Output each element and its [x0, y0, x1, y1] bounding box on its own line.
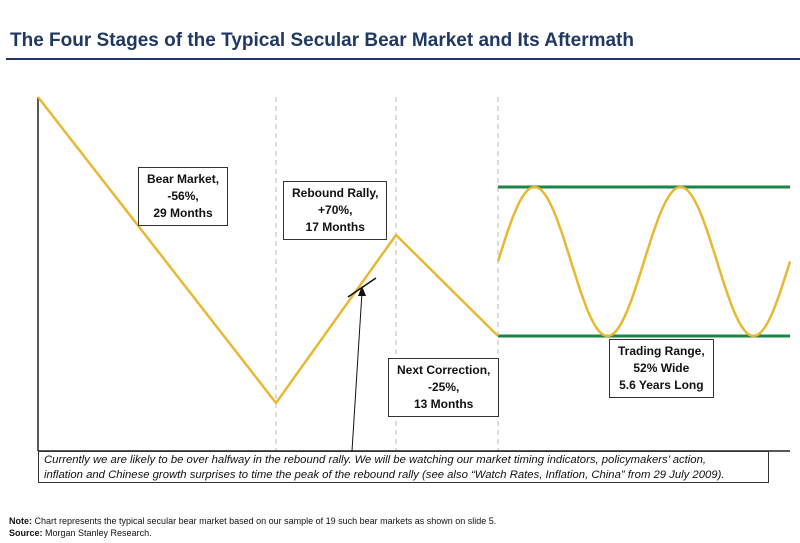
rebound-rally-label-line: Rebound Rally, — [292, 186, 379, 200]
bear-market-label-line: Bear Market, — [147, 172, 220, 186]
page-title: The Four Stages of the Typical Secular B… — [10, 30, 634, 51]
next-correction-label-line: Next Correction, — [397, 363, 491, 377]
trading-range-label-line: 52% Wide — [633, 361, 690, 375]
commentary-line: Currently we are likely to be over halfw… — [44, 454, 706, 466]
source-label: Source: — [9, 528, 43, 538]
next-correction-label-line: -25%, — [428, 380, 460, 394]
title-rule — [6, 58, 800, 60]
commentary-line: inflation and Chinese growth surprises t… — [44, 469, 725, 481]
next-correction-label: Next Correction, -25%, 13 Months — [388, 358, 500, 417]
commentary-box: Currently we are likely to be over halfw… — [38, 451, 769, 483]
trading-range-label: Trading Range, 52% Wide 5.6 Years Long — [609, 339, 714, 398]
rebound-rally-label: Rebound Rally, +70%, 17 Months — [283, 181, 388, 240]
note-text: Chart represents the typical secular bea… — [32, 516, 497, 526]
note-label: Note: — [9, 516, 32, 526]
trading-range-label-line: Trading Range, — [618, 344, 705, 358]
bear-market-label: Bear Market, -56%, 29 Months — [138, 167, 229, 226]
rebound-rally-label-line: 17 Months — [305, 220, 365, 234]
bear-market-label-line: -56%, — [167, 189, 199, 203]
bear-market-label-line: 29 Months — [153, 206, 213, 220]
source-footnote: Source: Morgan Stanley Research. — [9, 528, 152, 538]
stages-line — [37, 96, 499, 405]
commentary-pointer-arrowhead — [358, 286, 366, 296]
next-correction-label-line: 13 Months — [414, 397, 474, 411]
note-footnote: Note: Chart represents the typical secul… — [9, 516, 496, 526]
trading-range-wave — [496, 185, 792, 338]
commentary-pointer — [351, 291, 363, 452]
trading-range-label-line: 5.6 Years Long — [619, 378, 704, 392]
rebound-rally-label-line: +70%, — [318, 203, 353, 217]
source-text: Morgan Stanley Research. — [42, 528, 152, 538]
